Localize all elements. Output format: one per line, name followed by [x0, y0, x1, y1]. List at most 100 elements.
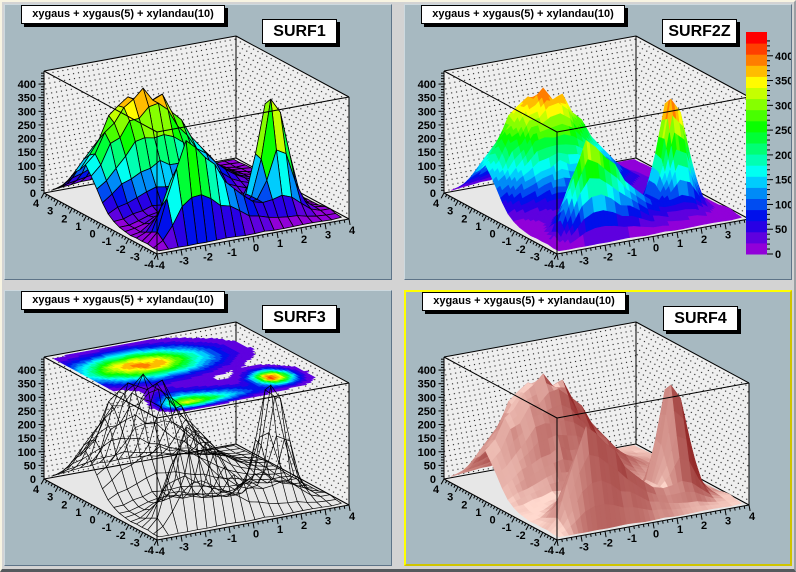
svg-text:300: 300 — [775, 100, 792, 112]
svg-text:-4: -4 — [144, 545, 155, 557]
svg-text:-2: -2 — [203, 251, 213, 263]
svg-text:1: 1 — [277, 238, 283, 250]
histogram-title-pave[interactable]: xygaus + xygaus(5) + xylandau(10) — [422, 292, 626, 311]
svg-text:3: 3 — [325, 515, 331, 527]
svg-text:-4: -4 — [155, 260, 166, 272]
svg-text:2: 2 — [61, 213, 67, 225]
draw-option-pave-surf3[interactable]: SURF3 — [262, 305, 337, 330]
svg-text:2: 2 — [461, 213, 467, 225]
svg-text:200: 200 — [18, 420, 36, 432]
x-axis: -4 -3 -2 -1 0 1 2 3 4 — [155, 218, 356, 272]
svg-text:0: 0 — [30, 188, 36, 200]
svg-text:-1: -1 — [102, 522, 112, 534]
svg-text:0: 0 — [653, 243, 659, 255]
histogram-title: xygaus + xygaus(5) + xylandau(10) — [32, 8, 214, 20]
svg-text:300: 300 — [418, 106, 436, 118]
svg-text:350: 350 — [18, 93, 36, 105]
svg-text:4: 4 — [349, 225, 356, 237]
svg-text:0: 0 — [30, 474, 36, 486]
svg-text:4: 4 — [349, 511, 356, 523]
surface-surf1 — [51, 87, 342, 252]
svg-text:350: 350 — [18, 379, 36, 391]
svg-text:50: 50 — [424, 174, 436, 186]
svg-text:4: 4 — [433, 198, 440, 210]
frame-front — [43, 70, 350, 254]
svg-text:100: 100 — [775, 199, 792, 211]
svg-text:-1: -1 — [227, 533, 237, 545]
svg-text:1: 1 — [475, 221, 481, 233]
svg-text:250: 250 — [418, 120, 436, 132]
svg-text:150: 150 — [18, 147, 36, 159]
svg-text:-3: -3 — [130, 537, 140, 549]
svg-text:-2: -2 — [116, 244, 126, 256]
svg-text:-3: -3 — [179, 256, 189, 268]
svg-text:-2: -2 — [516, 244, 526, 256]
frame-front — [443, 356, 750, 540]
svg-text:150: 150 — [775, 175, 792, 187]
svg-text:-4: -4 — [144, 259, 155, 271]
pad-surf1[interactable]: 0 50 100 150 200 250 300 350 400 4 3 2 1 0 -1 -2 -3 -4 -4-… — [4, 4, 392, 280]
svg-text:0: 0 — [489, 229, 495, 241]
color-palette-axis[interactable]: 0 50 100 150 200 250 300 350 400 — [746, 32, 792, 261]
svg-text:0: 0 — [253, 243, 259, 255]
svg-text:-1: -1 — [627, 247, 637, 259]
svg-text:300: 300 — [18, 106, 36, 118]
draw-option-pave-surf4[interactable]: SURF4 — [663, 306, 738, 331]
surface-surf4 — [451, 373, 742, 538]
svg-text:100: 100 — [18, 447, 36, 459]
pad-surf2z[interactable]: 0 50 100 150 200 250 300 350 400 4 3 2 1 0 -1 -2 -3 -4 -4-… — [404, 4, 792, 280]
svg-text:-1: -1 — [227, 247, 237, 259]
histogram-title-pave[interactable]: xygaus + xygaus(5) + xylandau(10) — [21, 5, 225, 24]
svg-text:-3: -3 — [179, 542, 189, 554]
surface-surf2z — [451, 87, 742, 252]
pad-surf3[interactable]: 0 50 100 150 200 250 300 350 400 4 3 2 1 0 -1 -2 -3 -4 -4-… — [4, 290, 392, 566]
svg-text:1: 1 — [75, 507, 81, 519]
svg-text:3: 3 — [325, 229, 331, 241]
svg-text:2: 2 — [61, 499, 67, 511]
svg-text:2: 2 — [701, 234, 707, 246]
svg-text:250: 250 — [18, 120, 36, 132]
histogram-title: xygaus + xygaus(5) + xylandau(10) — [433, 295, 615, 307]
svg-text:2: 2 — [301, 234, 307, 246]
surface-surf3 — [51, 337, 342, 538]
svg-text:0: 0 — [89, 229, 95, 241]
svg-text:-4: -4 — [544, 259, 555, 271]
svg-text:4: 4 — [33, 484, 40, 496]
histogram-title: xygaus + xygaus(5) + xylandau(10) — [32, 294, 214, 306]
draw-option-label: SURF2Z — [668, 23, 731, 40]
svg-text:0: 0 — [89, 515, 95, 527]
svg-text:0: 0 — [430, 188, 436, 200]
draw-option-label: SURF3 — [273, 309, 326, 326]
svg-text:50: 50 — [24, 174, 36, 186]
svg-text:200: 200 — [775, 150, 792, 162]
svg-text:250: 250 — [775, 125, 792, 137]
svg-text:1: 1 — [75, 221, 81, 233]
svg-text:400: 400 — [418, 79, 436, 91]
pad-surf4[interactable]: 0 50 100 150 200 250 300 350 400 4 3 2 1 0 -1 -2 -3 -4 -4-… — [404, 290, 792, 566]
svg-text:-2: -2 — [203, 537, 213, 549]
svg-text:-1: -1 — [102, 236, 112, 248]
svg-text:150: 150 — [18, 433, 36, 445]
draw-option-pave-surf1[interactable]: SURF1 — [262, 19, 337, 44]
draw-option-pave-surf2z[interactable]: SURF2Z — [662, 19, 737, 44]
svg-text:100: 100 — [18, 161, 36, 173]
svg-text:50: 50 — [775, 224, 787, 236]
x-axis: -4 -3 -2 -1 0 1 2 3 4 — [155, 504, 356, 558]
svg-text:-1: -1 — [502, 236, 512, 248]
histogram-title-pave[interactable]: xygaus + xygaus(5) + xylandau(10) — [421, 5, 625, 24]
histogram-title-pave[interactable]: xygaus + xygaus(5) + xylandau(10) — [21, 291, 225, 310]
svg-text:400: 400 — [18, 365, 36, 377]
draw-option-label: SURF1 — [273, 23, 326, 40]
frame-front — [43, 356, 350, 540]
wireframe-mesh — [51, 373, 342, 538]
svg-text:3: 3 — [47, 492, 53, 504]
svg-text:-3: -3 — [579, 256, 589, 268]
